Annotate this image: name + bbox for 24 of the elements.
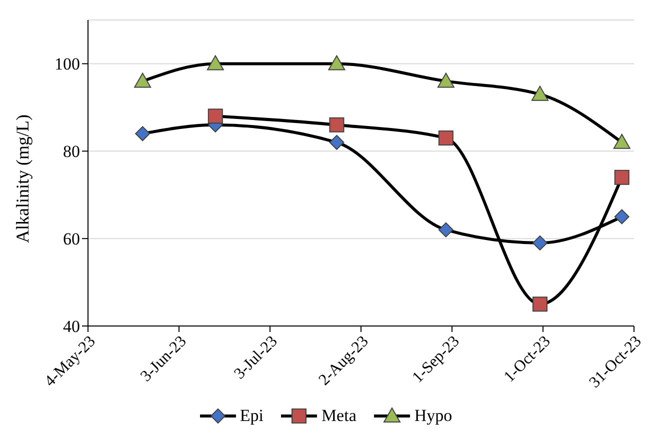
y-axis-title: Alkalinity (mg/L) xyxy=(12,114,32,243)
point xyxy=(532,296,548,312)
point xyxy=(329,134,344,150)
point xyxy=(613,134,630,149)
y-tick-label: 60 xyxy=(63,230,80,249)
point xyxy=(208,108,223,124)
point xyxy=(532,235,548,250)
point xyxy=(438,130,454,146)
point xyxy=(206,55,224,70)
point xyxy=(437,72,454,88)
point xyxy=(531,86,548,101)
point xyxy=(135,126,150,142)
y-tick-label: 100 xyxy=(54,54,80,74)
point xyxy=(329,117,344,132)
point xyxy=(614,209,630,224)
legend-label: Hypo xyxy=(414,406,452,426)
point xyxy=(614,170,630,185)
y-tick-label: 40 xyxy=(63,317,80,336)
legend-label: Epi xyxy=(240,406,264,426)
y-tick-label: 80 xyxy=(63,142,80,162)
point xyxy=(438,222,454,238)
point xyxy=(134,72,152,88)
legend-label: Meta xyxy=(321,406,356,426)
point xyxy=(328,55,346,70)
